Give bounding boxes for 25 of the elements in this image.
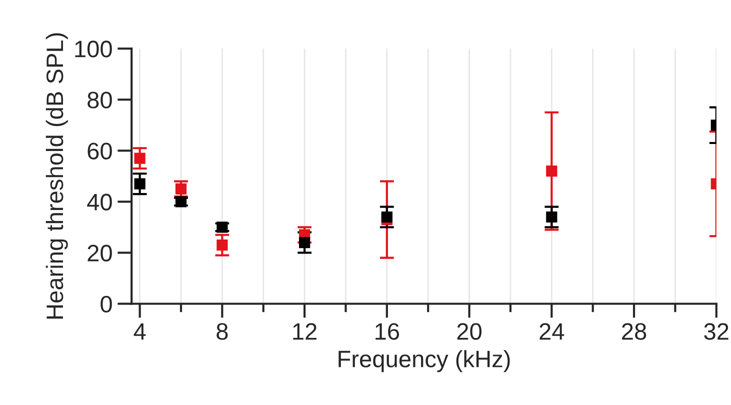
point <box>298 236 310 248</box>
y-tick-label: 100 <box>75 40 112 58</box>
point <box>134 152 146 164</box>
x-tick-label: 32 <box>704 323 728 340</box>
y-tick-label: 80 <box>88 92 112 108</box>
x-tick-label: 24 <box>540 323 564 340</box>
x-tick-label: 28 <box>622 323 646 340</box>
point <box>134 178 146 190</box>
point <box>175 183 187 194</box>
x-tick-label: 20 <box>457 323 482 340</box>
x-tick-label: 12 <box>293 323 316 340</box>
y-tick-label: 60 <box>88 142 112 160</box>
x-tick-label: 16 <box>376 323 400 340</box>
x-tick-label: 8 <box>216 323 228 340</box>
y-tick-label: 0 <box>100 296 112 313</box>
point <box>216 240 228 251</box>
x-tick-label: 4 <box>134 323 146 340</box>
point <box>546 211 558 223</box>
x-axis-title: Frequency (kHz) <box>338 350 510 372</box>
y-tick-label: 20 <box>88 244 112 262</box>
y-axis-title: Hearing threshold (dB SPL) <box>46 33 68 319</box>
point <box>546 166 558 177</box>
point <box>381 211 392 223</box>
point <box>216 222 228 233</box>
y-tick-label: 40 <box>87 194 112 210</box>
